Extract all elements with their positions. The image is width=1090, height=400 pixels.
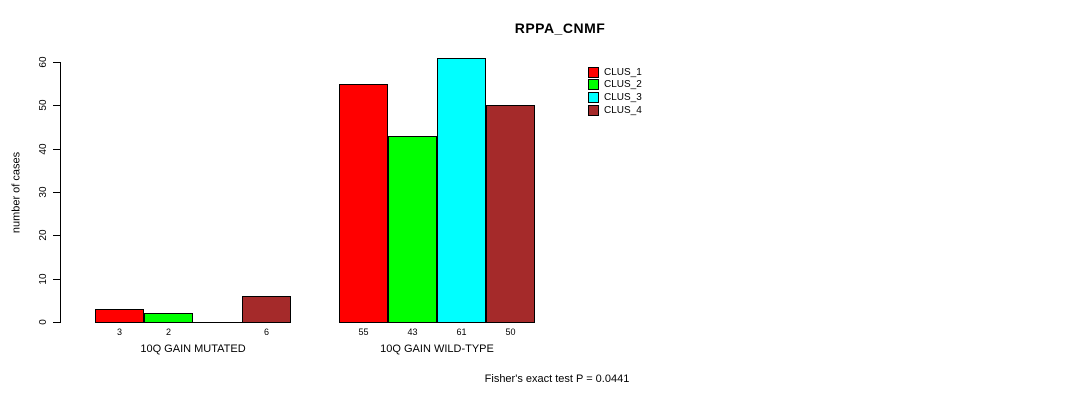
bar-value-label: 6 (263, 327, 269, 337)
bar-clus_1-wild-type (339, 84, 388, 323)
y-axis-tick-label: 60 (38, 56, 49, 68)
y-axis-tick-label: 0 (38, 319, 49, 325)
y-axis-line (60, 62, 61, 323)
bar-clus_1-mutated (95, 309, 144, 323)
y-axis-tick (53, 235, 60, 237)
bar-value-label: 50 (505, 327, 516, 337)
bar-clus_4-wild-type (486, 105, 535, 323)
y-axis-tick (53, 192, 60, 193)
y-axis-tick-label: 40 (38, 143, 49, 155)
y-axis-tick (53, 62, 60, 63)
legend-row: CLUS_3 (588, 91, 642, 104)
bar-value-label: 55 (358, 327, 369, 337)
legend-swatch-icon (588, 91, 599, 103)
legend-swatch-icon (588, 104, 599, 116)
bar-value-label: 2 (165, 327, 171, 337)
bar-clus_3-wild-type (437, 58, 486, 323)
bar-value-label: 61 (456, 327, 467, 337)
y-axis-tick (53, 148, 60, 150)
legend-label: CLUS_4 (604, 104, 642, 116)
legend-label: CLUS_2 (604, 79, 642, 91)
bar-value-label: 3 (116, 327, 122, 337)
footer-note: Fisher's exact test P = 0.0441 (484, 373, 630, 385)
legend-label: CLUS_1 (604, 66, 642, 78)
group-baseline (95, 322, 291, 323)
x-axis-group-label: 10Q GAIN MUTATED (140, 343, 246, 355)
legend-row: CLUS_1 (588, 66, 642, 79)
legend-row: CLUS_4 (588, 104, 642, 117)
bar-value-label: 43 (407, 327, 418, 337)
legend-swatch-icon (588, 66, 599, 78)
bar-clus_2-wild-type (388, 136, 437, 323)
bar-clus_4-mutated (242, 296, 291, 323)
y-axis-tick (53, 278, 60, 280)
y-axis-title: number of cases (10, 151, 23, 234)
legend-label: CLUS_3 (604, 91, 642, 103)
chart-title: RPPA_CNMF (514, 20, 606, 36)
y-axis-tick (53, 105, 60, 107)
bar-clus_2-mutated (144, 313, 193, 323)
y-axis-tick-label: 10 (38, 273, 49, 285)
legend-swatch-icon (588, 79, 599, 91)
y-axis-tick-label: 20 (38, 229, 49, 241)
y-axis-tick (53, 322, 60, 323)
legend-row: CLUS_2 (588, 79, 642, 92)
x-axis-group-label: 10Q GAIN WILD-TYPE (380, 343, 494, 355)
y-axis-tick-label: 50 (38, 99, 49, 111)
y-axis-tick-label: 30 (38, 186, 49, 198)
legend: CLUS_1 CLUS_2 CLUS_3 CLUS_4 (588, 66, 642, 116)
